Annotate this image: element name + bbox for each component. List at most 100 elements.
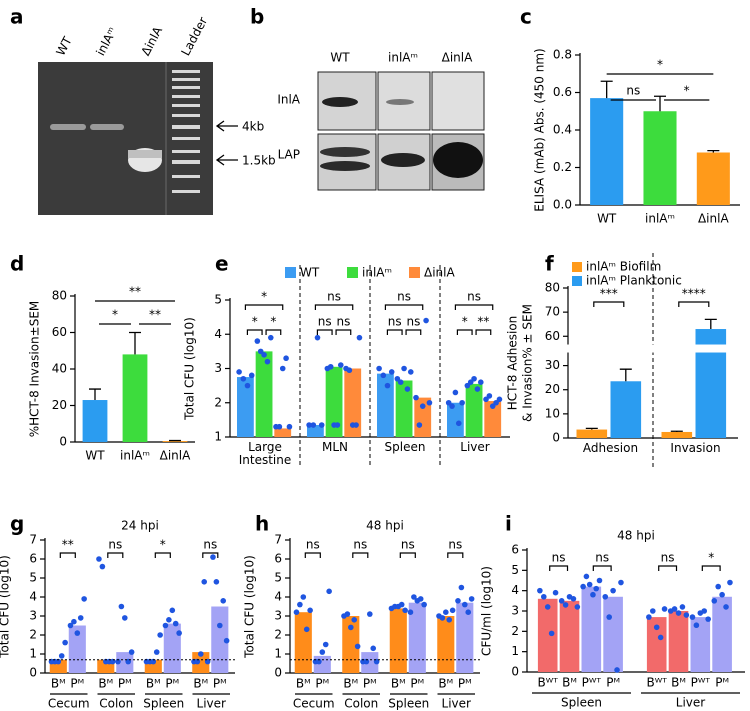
significance-label: *: [112, 308, 118, 322]
data-point: [118, 603, 125, 610]
error-bar: [89, 388, 101, 401]
y-tick-label: 0.0: [553, 198, 572, 212]
y-tick-label: 0: [274, 666, 282, 680]
y-tick-label: 70: [545, 305, 560, 319]
x-tick-label-box: Invasion: [670, 442, 720, 455]
data-point: [115, 658, 121, 665]
data-point: [413, 394, 419, 401]
significance-label: *: [252, 315, 258, 329]
data-point: [471, 375, 477, 382]
data-point: [322, 641, 329, 648]
bar: [68, 625, 86, 673]
y-tick-label: 3: [29, 609, 37, 623]
lane-label: WT: [330, 51, 350, 65]
significance-label: *: [270, 315, 276, 329]
bar: [325, 366, 343, 437]
y-tick-label: 3: [511, 604, 519, 618]
x-group-label: Liver: [442, 697, 472, 711]
data-point: [316, 658, 322, 665]
y-tick-label: 6: [29, 552, 37, 566]
y-tick-label: 1: [511, 644, 519, 658]
data-point: [596, 577, 603, 584]
y-axis-label: HCT-8 Adhesion: [506, 316, 520, 411]
data-point: [356, 334, 363, 341]
data-point: [689, 614, 696, 620]
bar: [696, 152, 730, 205]
significance-label: ns: [401, 538, 415, 552]
legend-label: inlAᵐ: [362, 266, 392, 280]
significance-label: *: [160, 538, 166, 552]
data-point: [300, 594, 307, 600]
data-point: [67, 622, 74, 629]
x-tick-label: Liver: [460, 441, 490, 454]
lane-label: ΔinlA: [442, 51, 473, 65]
bar: [643, 111, 677, 205]
x-group-label: Spleen: [143, 697, 184, 711]
y-tick-label: 1: [274, 647, 282, 661]
data-point: [646, 614, 652, 620]
data-point: [411, 594, 417, 600]
significance-bracket: [593, 301, 625, 307]
data-point: [261, 352, 267, 358]
data-point: [449, 607, 456, 614]
significance-label: *: [708, 551, 714, 565]
data-point: [303, 626, 310, 633]
data-point: [398, 601, 405, 608]
panel-letter: f: [545, 252, 554, 276]
bar: [342, 616, 360, 673]
x-group-label: Cecum: [48, 697, 90, 711]
data-point: [675, 610, 682, 616]
data-point: [426, 399, 433, 406]
data-point: [354, 643, 361, 650]
significance-label: *: [462, 315, 468, 329]
data-point: [254, 338, 261, 344]
x-tick-label: Bᴹ: [562, 676, 577, 690]
significance-label: ns: [353, 538, 367, 552]
data-point: [213, 579, 220, 585]
data-point: [286, 423, 293, 430]
bar: [82, 400, 108, 442]
y-tick-label: 60: [545, 329, 560, 343]
x-tick-label-box: Liver: [460, 441, 490, 454]
x-tick-label: Bᴹ: [671, 676, 686, 690]
data-point: [467, 379, 474, 386]
gel-image: [38, 62, 213, 215]
error-bar: [704, 318, 717, 330]
data-point: [548, 630, 555, 637]
bar: [437, 616, 455, 673]
data-point: [562, 602, 569, 608]
y-tick-label: 0.4: [553, 123, 572, 137]
significance-bracket: [475, 329, 492, 335]
panel-letter: i: [505, 512, 512, 536]
blot-image: [317, 71, 485, 191]
x-tick-label: WT: [85, 449, 105, 463]
data-point: [293, 609, 300, 615]
chart-title: 24 hpi: [121, 519, 159, 533]
bar: [590, 98, 624, 205]
data-point: [407, 609, 414, 615]
data-point: [614, 667, 620, 673]
data-point: [351, 617, 358, 623]
data-point: [223, 637, 230, 644]
significance-label: ns: [626, 84, 640, 98]
x-tick-label: Pᴹ: [458, 677, 472, 691]
y-tick-label: 1: [29, 647, 37, 661]
panel-letter: g: [10, 512, 24, 536]
data-point: [443, 609, 449, 615]
significance-bracket: [107, 552, 124, 558]
data-point: [683, 612, 690, 618]
x-tick-label: Bᴹ: [98, 677, 113, 691]
bar: [389, 608, 407, 673]
data-point: [421, 601, 427, 608]
y-tick-label: 4: [274, 590, 282, 604]
data-point: [468, 596, 475, 602]
y-axis-label: Total CFU (log10): [0, 555, 12, 659]
significance-bracket: [405, 329, 422, 335]
x-tick-label: Bᵂᵀ: [538, 676, 559, 690]
data-point: [99, 563, 106, 570]
data-point: [402, 607, 408, 614]
bar: [610, 381, 642, 438]
data-point: [477, 379, 484, 386]
data-point: [558, 598, 565, 604]
